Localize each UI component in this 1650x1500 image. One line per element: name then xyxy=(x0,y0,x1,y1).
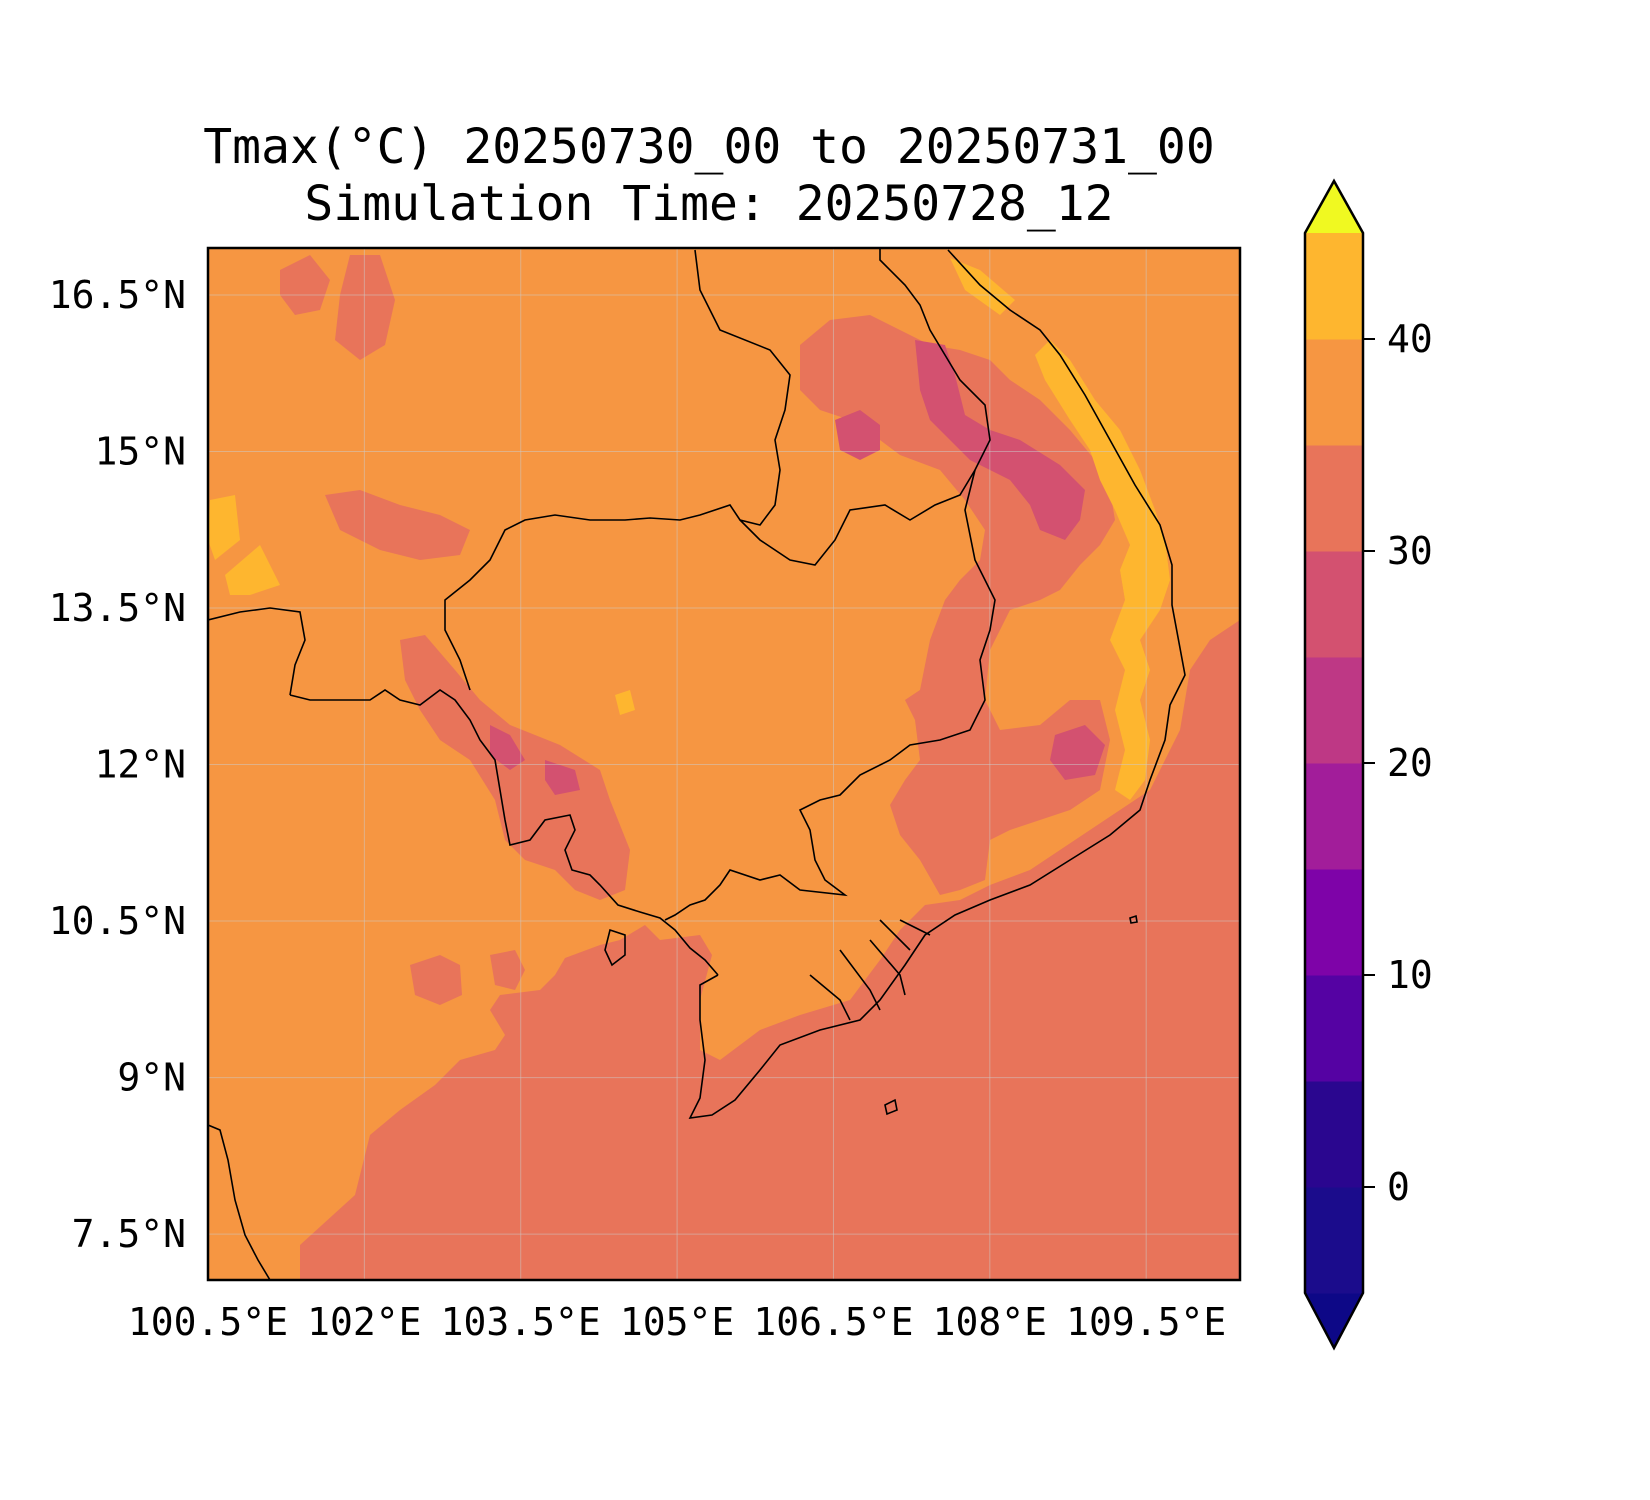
title-line-2: Simulation Time: 20250728_12 xyxy=(304,176,1113,232)
lat-tick-label: 13.5°N xyxy=(49,586,186,630)
temp-band-25-30-plateau xyxy=(325,490,470,560)
lat-tick-label: 7.5°N xyxy=(72,1212,186,1256)
lon-tick-label: 108°E xyxy=(933,1300,1047,1344)
map-panel xyxy=(208,248,1240,1280)
colorbar-extend-low xyxy=(1305,1293,1363,1348)
colorbar-outline xyxy=(1303,178,1365,1351)
temp-band-25-30-gulf xyxy=(410,955,462,1005)
lon-tick-label: 102°E xyxy=(307,1300,421,1344)
temp-band-35-40-coast xyxy=(1035,340,1170,800)
colorbar-tick-label: 40 xyxy=(1387,317,1433,361)
coastline-vietnam xyxy=(688,249,1186,1119)
title-line-1: Tmax(°C) 20250730_00 to 20250731_00 xyxy=(203,119,1214,175)
lon-tick-label: 100.5°E xyxy=(128,1300,288,1344)
colorbar-segment xyxy=(1305,551,1363,658)
lat-tick-label: 9°N xyxy=(117,1056,186,1100)
colorbar-tick-label: 20 xyxy=(1387,741,1433,785)
border-laos-thailand xyxy=(444,249,791,691)
temp-band-20-25-cardamom xyxy=(490,725,525,770)
temp-band-25-30-nw xyxy=(280,255,330,315)
borders-coastlines xyxy=(208,248,1186,1280)
border-cambodia-laos-vietnam xyxy=(739,248,991,566)
con-dao xyxy=(884,1098,898,1116)
colorbar-tick-label: 30 xyxy=(1387,529,1433,573)
phu-quoc xyxy=(604,928,626,967)
coastline-malay xyxy=(208,1124,271,1280)
lat-tick-label: 16.5°N xyxy=(49,273,186,317)
lon-tick-label: 105°E xyxy=(620,1300,734,1344)
colorbar-segment xyxy=(1305,657,1363,764)
colorbar: 0 10 20 30 40 xyxy=(1303,178,1433,1351)
island-small xyxy=(1129,914,1138,924)
border-cambodia-vietnam xyxy=(664,469,996,921)
lon-tick-label: 109.5°E xyxy=(1066,1300,1226,1344)
colorbar-tick-label: 0 xyxy=(1387,1165,1410,1209)
temp-band-20-25-highlands xyxy=(915,340,1085,540)
temp-band-35-40-nw-2 xyxy=(225,545,280,595)
delta-rivers xyxy=(809,919,931,1021)
lon-tick-label: 106.5°E xyxy=(753,1300,913,1344)
lat-tick-label: 12°N xyxy=(94,743,186,787)
lat-axis: 16.5°N 15°N 13.5°N 12°N 10.5°N 9°N 7.5°N xyxy=(49,273,186,1256)
temp-band-35-40-nw xyxy=(208,495,240,560)
colorbar-tick-label: 10 xyxy=(1387,953,1433,997)
colorbar-segment xyxy=(1305,339,1363,446)
temp-band-20-25-highland-3 xyxy=(1050,725,1105,780)
map-frame xyxy=(206,246,1242,1282)
colorbar-extend-high xyxy=(1305,181,1363,233)
lon-tick-label: 103.5°E xyxy=(441,1300,601,1344)
temp-band-20-25-cardamom-2 xyxy=(545,760,580,795)
colorbar-segment xyxy=(1305,763,1363,870)
colorbar-segment xyxy=(1305,233,1363,340)
colorbar-segment xyxy=(1305,869,1363,976)
colorbar-segment xyxy=(1305,1187,1363,1294)
gridlines xyxy=(208,248,1240,1280)
coastline-gulf xyxy=(289,689,719,976)
temp-band-20-25-highland-2 xyxy=(835,410,880,460)
temp-band-25-30-nw-2 xyxy=(335,255,395,360)
colorbar-segment xyxy=(1305,445,1363,552)
colorbar-segment xyxy=(1305,975,1363,1082)
lat-tick-label: 15°N xyxy=(94,429,186,473)
lon-axis: 100.5°E 102°E 103.5°E 105°E 106.5°E 108°E 109.… xyxy=(128,1300,1226,1344)
border-thailand-myanmar-south xyxy=(208,607,306,696)
temp-band-25-30-sea xyxy=(300,620,1240,1280)
temp-band-35-40-central xyxy=(615,690,635,715)
temp-band-25-30-gulf-2 xyxy=(490,950,525,990)
lat-tick-label: 10.5°N xyxy=(49,899,186,943)
colorbar-segment xyxy=(1305,1081,1363,1188)
